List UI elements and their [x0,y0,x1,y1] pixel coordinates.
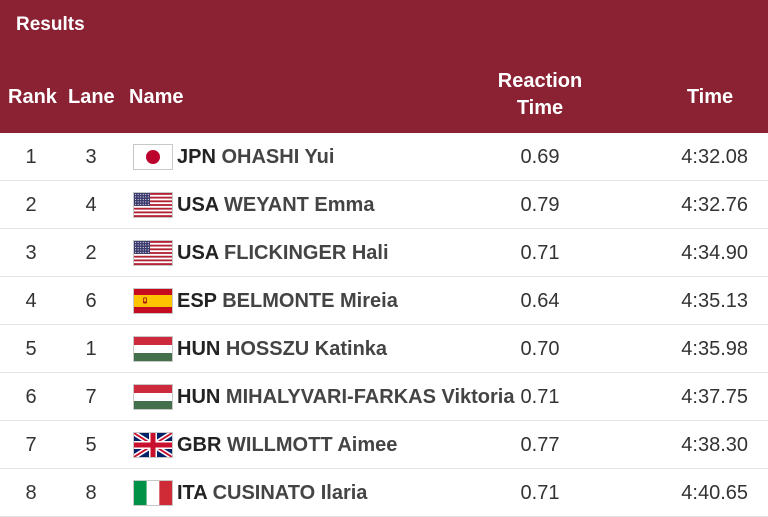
column-header-reaction-line2: Time [516,97,564,119]
time-cell: 4:37.75 [681,386,748,408]
country-code: GBR [177,434,222,456]
lane-cell: 5 [85,434,97,456]
column-header-rank: Rank [8,86,57,108]
athlete-name-cell: GBR WILLMOTT Aimee [177,433,397,457]
athlete-name: HOSSZU Katinka [225,338,388,360]
rank-cell: 6 [25,386,37,408]
athlete-name-cell: ITA CUSINATO Ilaria [177,481,367,505]
time-cell: 4:32.08 [681,146,748,168]
athlete-name-cell: HUN MIHALYVARI-FARKAS Viktoria [177,385,514,409]
japan-flag-icon [133,144,173,170]
country-code: USA [177,194,219,216]
reaction-time-cell: 0.77 [520,434,560,456]
usa-flag-icon [133,192,173,218]
reaction-time-cell: 0.71 [520,482,560,504]
athlete-name-cell: USA FLICKINGER Hali [177,241,389,265]
country-code: JPN [177,146,216,168]
reaction-time-cell: 0.64 [520,290,560,312]
rank-cell: 5 [25,338,37,360]
lane-cell: 3 [85,146,97,168]
athlete-name-cell: JPN OHASHI Yui [177,145,334,169]
country-code: ESP [177,290,217,312]
table-row: 4 6 ESP BELMONTE Mireia 0.64 4:35.13 [0,277,768,325]
athlete-name-cell: HUN HOSSZU Katinka [177,337,387,361]
athlete-name: BELMONTE Mireia [222,290,398,312]
lane-cell: 1 [85,338,97,360]
table-row: 8 8 ITA CUSINATO Ilaria 0.71 4:40.65 [0,469,768,517]
uk-flag-icon [133,432,173,458]
reaction-time-cell: 0.79 [520,194,560,216]
athlete-name-cell: USA WEYANT Emma [177,193,374,217]
country-code: ITA [177,482,207,504]
column-header-lane: Lane [68,86,115,108]
italy-flag-icon [133,480,173,506]
rank-cell: 2 [25,194,37,216]
table-row: 3 2 USA FLICKINGER Hali 0.71 4:34.90 [0,229,768,277]
table-row: 7 5 GBR WILLMOTT Aimee 0.77 4:38.30 [0,421,768,469]
lane-cell: 2 [85,242,97,264]
usa-flag-icon [133,240,173,266]
column-header-name: Name [129,86,184,108]
rank-cell: 8 [25,482,37,504]
time-cell: 4:38.30 [681,434,748,456]
time-cell: 4:32.76 [681,194,748,216]
athlete-name: WEYANT Emma [224,194,375,216]
reaction-time-cell: 0.70 [520,338,560,360]
rank-cell: 1 [25,146,37,168]
lane-cell: 7 [85,386,97,408]
table-row: 1 3 JPN OHASHI Yui 0.69 4:32.08 [0,133,768,181]
table-row: 5 1 HUN HOSSZU Katinka 0.70 4:35.98 [0,325,768,373]
athlete-name-cell: ESP BELMONTE Mireia [177,289,398,313]
country-code: HUN [177,386,221,408]
reaction-time-cell: 0.71 [520,242,560,264]
results-header: Results Rank Lane Name Reaction Time Tim… [0,0,768,133]
rank-cell: 3 [25,242,37,264]
athlete-name: WILLMOTT Aimee [227,434,398,456]
column-header-reaction-time: Reaction Time [490,68,590,122]
time-cell: 4:35.13 [681,290,748,312]
table-row: 2 4 USA WEYANT Emma 0.79 4:32.76 [0,181,768,229]
time-cell: 4:34.90 [681,242,748,264]
time-cell: 4:40.65 [681,482,748,504]
hungary-flag-icon [133,336,173,362]
results-title: Results [16,14,85,35]
athlete-name: CUSINATO Ilaria [212,482,368,504]
column-header-reaction-line1: Reaction [497,70,583,92]
rank-cell: 4 [25,290,37,312]
athlete-name: OHASHI Yui [221,146,335,168]
athlete-name: FLICKINGER Hali [224,242,389,264]
athlete-name: MIHALYVARI-FARKAS Viktoria [225,386,515,408]
country-code: HUN [177,338,221,360]
hungary-flag-icon [133,384,173,410]
spain-flag-icon [133,288,173,314]
rank-cell: 7 [25,434,37,456]
table-row: 6 7 HUN MIHALYVARI-FARKAS Viktoria 0.71 4:37… [0,373,768,421]
time-cell: 4:35.98 [681,338,748,360]
lane-cell: 8 [85,482,97,504]
reaction-time-cell: 0.71 [520,386,560,408]
country-code: USA [177,242,219,264]
lane-cell: 6 [85,290,97,312]
reaction-time-cell: 0.69 [520,146,560,168]
lane-cell: 4 [85,194,97,216]
column-header-time: Time [686,86,734,108]
